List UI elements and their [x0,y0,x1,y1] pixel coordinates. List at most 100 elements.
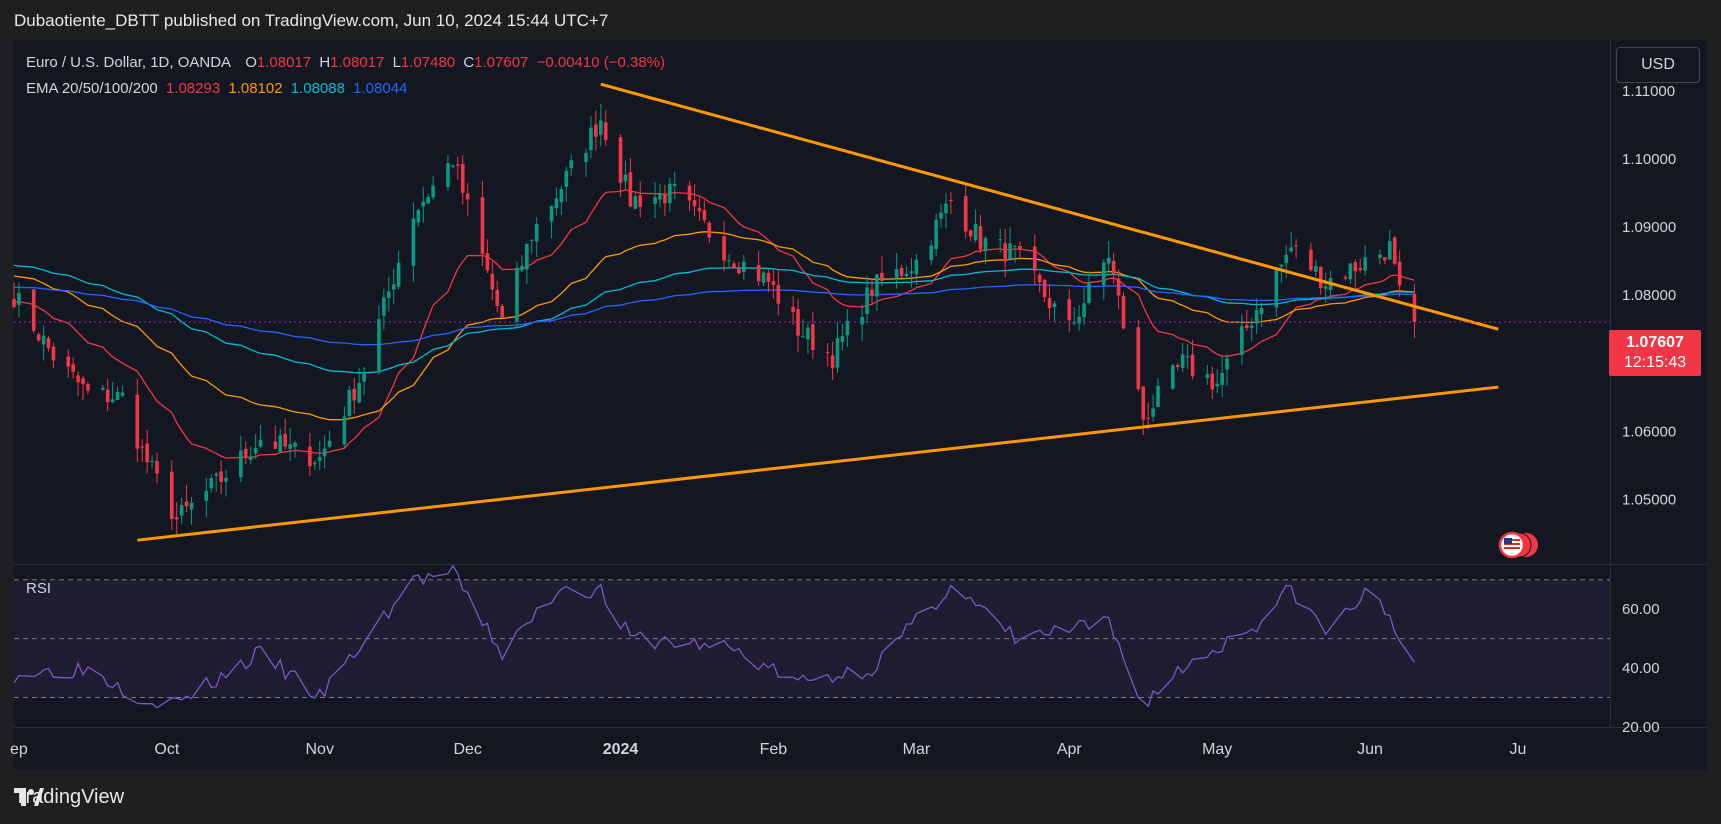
candle-body [111,399,115,402]
rsi-legend: RSI [26,580,55,597]
candle-body [875,274,879,296]
candle-body [190,503,194,510]
ema-legend: EMA 20/50/100/200 1.08293 1.08102 1.0808… [26,80,411,97]
candle-body [998,239,1002,240]
candle-body [1210,374,1214,390]
candle-body [155,461,159,473]
candle-body [362,374,366,382]
candle-body [1240,326,1244,355]
open-value: 1.08017 [257,54,311,71]
time-tick-label: Jun [1357,741,1383,758]
candle-body [727,260,731,261]
candle-body [658,193,662,199]
candle-body [205,491,209,501]
candle-body [1018,246,1022,249]
ema200-value: 1.08044 [353,80,407,97]
candle-body [910,271,914,273]
candle-body [589,128,593,150]
candle-body [1245,325,1249,328]
candle-body [895,269,899,279]
candle-body [929,246,933,261]
candle-body [1191,355,1195,377]
candle-body [772,281,776,285]
low-value: 1.07480 [401,54,455,71]
candle-body [515,268,519,322]
candle-body [1112,261,1116,275]
candle-body [1122,296,1126,328]
candle-body [1003,243,1007,261]
candle-body [1067,299,1071,320]
time-tick-label: 2024 [603,741,639,758]
candle-body [259,440,263,447]
candle-body [1141,386,1145,419]
time-axis-bg [14,728,1707,770]
candle-body [846,321,850,335]
tradingview-logo-icon [14,786,44,808]
price-tick-label: 1.10000 [1622,151,1676,168]
candle-body [1309,250,1313,271]
candle-body [836,338,840,368]
candle-body [964,196,968,231]
candle-body [1225,358,1229,369]
candle-body [974,224,978,240]
price-tick-label: 1.06000 [1622,423,1676,440]
candle-body [905,274,909,276]
ema-label: EMA 20/50/100/200 [26,80,158,97]
candle-body [308,447,312,467]
close-label: C [463,54,474,71]
price-tick-label: 1.09000 [1622,219,1676,236]
price-tick-label: 1.08000 [1622,287,1676,304]
rsi-tick-label: 20.00 [1622,719,1660,736]
candle-body [1324,286,1328,288]
candle-body [865,287,869,314]
candle-body [1220,373,1224,385]
candle-body [530,240,534,241]
candle-body [417,210,421,222]
candle-body [1038,275,1042,282]
candle-body [860,317,864,325]
candle-body [1314,266,1318,272]
currency-button[interactable]: USD [1616,47,1700,83]
candle-body [180,505,184,515]
candle-body [1289,247,1293,251]
price-pane-bg [14,40,1610,564]
time-tick-label: Nov [306,741,334,758]
candle-body [145,444,149,463]
low-label: L [393,54,401,71]
candle-body [343,417,347,445]
candle-body [1388,241,1392,259]
candle-body [535,224,539,241]
candle-body [1117,279,1121,296]
candle-body [619,137,623,183]
high-value: 1.08017 [330,54,384,71]
candle-body [1033,247,1037,271]
candle-body [52,347,56,361]
candle-body [624,174,628,181]
time-tick-label: Feb [760,741,788,758]
candle-body [1077,317,1081,324]
time-tick-label: Dec [453,741,481,758]
candle-body [352,389,356,400]
candle-body [1137,327,1141,389]
us-flag-icon[interactable] [1495,530,1545,560]
candle-body [495,290,499,306]
candle-body [431,186,435,198]
candle-body [791,307,795,312]
price-tick-label: 1.05000 [1622,491,1676,508]
candle-body [249,457,253,460]
candle-body [1393,237,1397,263]
chart-canvas[interactable]: 1.110001.100001.090001.080001.070001.060… [0,0,1721,824]
candle-body [762,272,766,282]
candle-body [382,297,386,315]
candle-body [831,355,835,368]
candle-body [42,336,46,345]
candle-body [520,266,524,270]
candle-body [653,197,657,204]
candle-body [969,230,973,236]
candle-body [742,262,746,272]
last-price-value: 1.07607 [1609,333,1701,353]
candle-body [288,444,292,449]
candle-body [348,390,352,416]
candle-body [500,306,504,318]
candle-body [328,441,332,447]
